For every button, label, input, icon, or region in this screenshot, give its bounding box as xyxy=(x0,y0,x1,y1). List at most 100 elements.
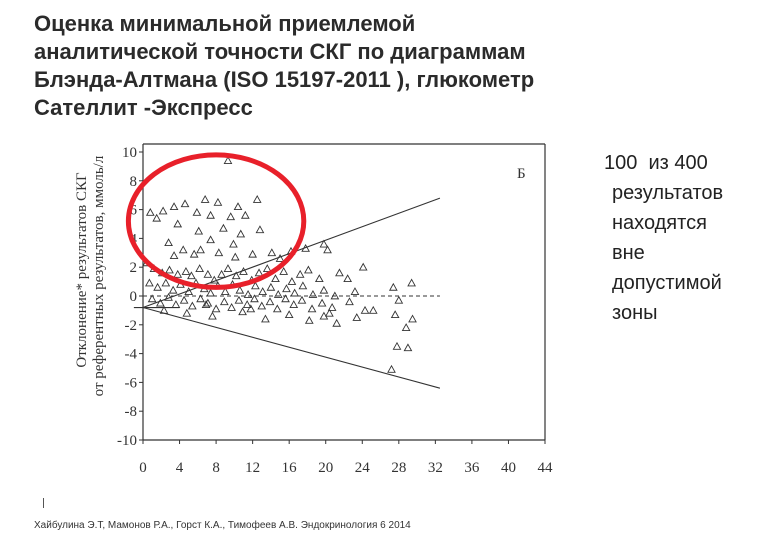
data-point xyxy=(206,288,215,297)
data-point xyxy=(388,282,398,291)
data-point xyxy=(262,264,272,272)
data-point xyxy=(201,300,211,308)
side-note-line: допустимой xyxy=(612,272,722,294)
data-point xyxy=(161,278,171,287)
data-point xyxy=(226,212,236,221)
title-line: Сателлит -Экспресс xyxy=(34,95,253,120)
data-point xyxy=(323,245,332,254)
data-point xyxy=(314,274,324,283)
data-point xyxy=(234,295,244,304)
x-tick-label: 16 xyxy=(282,460,298,476)
slide-marker xyxy=(43,498,44,508)
data-point xyxy=(250,294,259,303)
data-point xyxy=(254,268,264,277)
x-tick-label: 12 xyxy=(245,460,260,476)
data-point xyxy=(332,318,342,327)
data-point xyxy=(173,219,183,228)
x-tick-label: 4 xyxy=(176,460,184,476)
data-point xyxy=(229,239,238,248)
data-point xyxy=(194,226,204,235)
y-tick-label: -4 xyxy=(125,347,138,363)
data-point xyxy=(213,197,223,206)
data-point xyxy=(209,275,219,284)
data-point xyxy=(243,290,253,298)
data-point xyxy=(206,235,215,244)
data-point xyxy=(200,194,210,203)
data-point xyxy=(308,290,318,298)
data-point xyxy=(238,307,247,316)
data-point xyxy=(282,284,291,293)
x-tick-label: 0 xyxy=(139,460,147,476)
data-point xyxy=(368,305,378,314)
data-point xyxy=(298,281,308,290)
data-point xyxy=(180,199,190,208)
x-tick-label: 20 xyxy=(318,460,333,476)
data-point xyxy=(153,282,162,291)
data-point xyxy=(287,277,297,285)
y-tick-label: 2 xyxy=(130,260,138,276)
slide-title: Оценка минимальной приемлемой аналитичес… xyxy=(34,10,674,122)
side-note-line: находятся xyxy=(612,212,707,234)
data-point xyxy=(257,301,267,310)
y-tick-label: -8 xyxy=(125,404,138,420)
data-point xyxy=(258,287,268,296)
data-point xyxy=(187,271,196,280)
side-note-line: результатов xyxy=(612,182,724,204)
x-tick-label: 32 xyxy=(428,460,443,476)
data-point xyxy=(360,305,370,314)
data-point xyxy=(240,210,250,219)
data-point xyxy=(196,294,205,303)
citation-footer: Хайбулина Э.Т, Мамонов Р.А., Горст К.А.,… xyxy=(34,520,411,531)
data-point xyxy=(211,304,221,313)
data-point xyxy=(345,297,354,306)
data-point xyxy=(184,287,194,296)
side-note-line: 100 из 400 xyxy=(604,148,774,178)
data-point xyxy=(187,301,197,310)
data-point xyxy=(196,245,205,254)
data-point xyxy=(265,297,275,306)
data-point xyxy=(223,264,233,272)
data-point xyxy=(408,314,417,323)
data-point xyxy=(220,287,230,296)
data-point xyxy=(239,266,248,275)
data-point xyxy=(297,295,307,304)
data-point xyxy=(242,300,252,308)
data-point xyxy=(217,269,226,278)
data-point xyxy=(335,268,344,277)
data-point xyxy=(352,313,362,321)
y-tick-label: 0 xyxy=(130,289,138,305)
data-point xyxy=(233,202,243,211)
y-tick-label: 6 xyxy=(130,203,138,219)
data-point xyxy=(208,311,217,320)
data-point xyxy=(203,269,213,278)
side-note-text: из 400 xyxy=(648,152,708,174)
data-point xyxy=(203,298,213,307)
data-point xyxy=(392,341,402,350)
data-point xyxy=(192,207,202,216)
data-point xyxy=(307,304,317,313)
side-note-line: зоны xyxy=(612,302,658,324)
y-axis-label: от референтных результатов, ммоль/л xyxy=(91,155,107,396)
side-note: 100 из 400 результатов находятся вне доп… xyxy=(604,148,774,328)
side-note-line: вне xyxy=(612,242,645,264)
data-point xyxy=(165,265,174,274)
data-point xyxy=(407,278,416,287)
data-point xyxy=(171,300,181,308)
data-point xyxy=(271,274,280,283)
data-point xyxy=(390,310,400,319)
data-point xyxy=(387,364,396,373)
title-line: Оценка минимальной приемлемой xyxy=(34,11,416,36)
data-point xyxy=(251,281,260,290)
data-point xyxy=(152,213,162,222)
data-point xyxy=(182,308,192,317)
title-line: Блэнда-Алтмана (ISO 15197-2011 ), глюком… xyxy=(34,67,535,92)
data-point xyxy=(155,298,165,307)
data-point xyxy=(223,156,233,164)
y-axis-label: Отклонение* результатов СКГ xyxy=(74,172,90,368)
data-point xyxy=(275,254,285,262)
x-tick-label: 8 xyxy=(212,460,220,476)
data-point xyxy=(248,249,258,258)
data-point xyxy=(266,282,276,291)
data-point xyxy=(394,295,404,304)
data-point xyxy=(219,223,228,232)
